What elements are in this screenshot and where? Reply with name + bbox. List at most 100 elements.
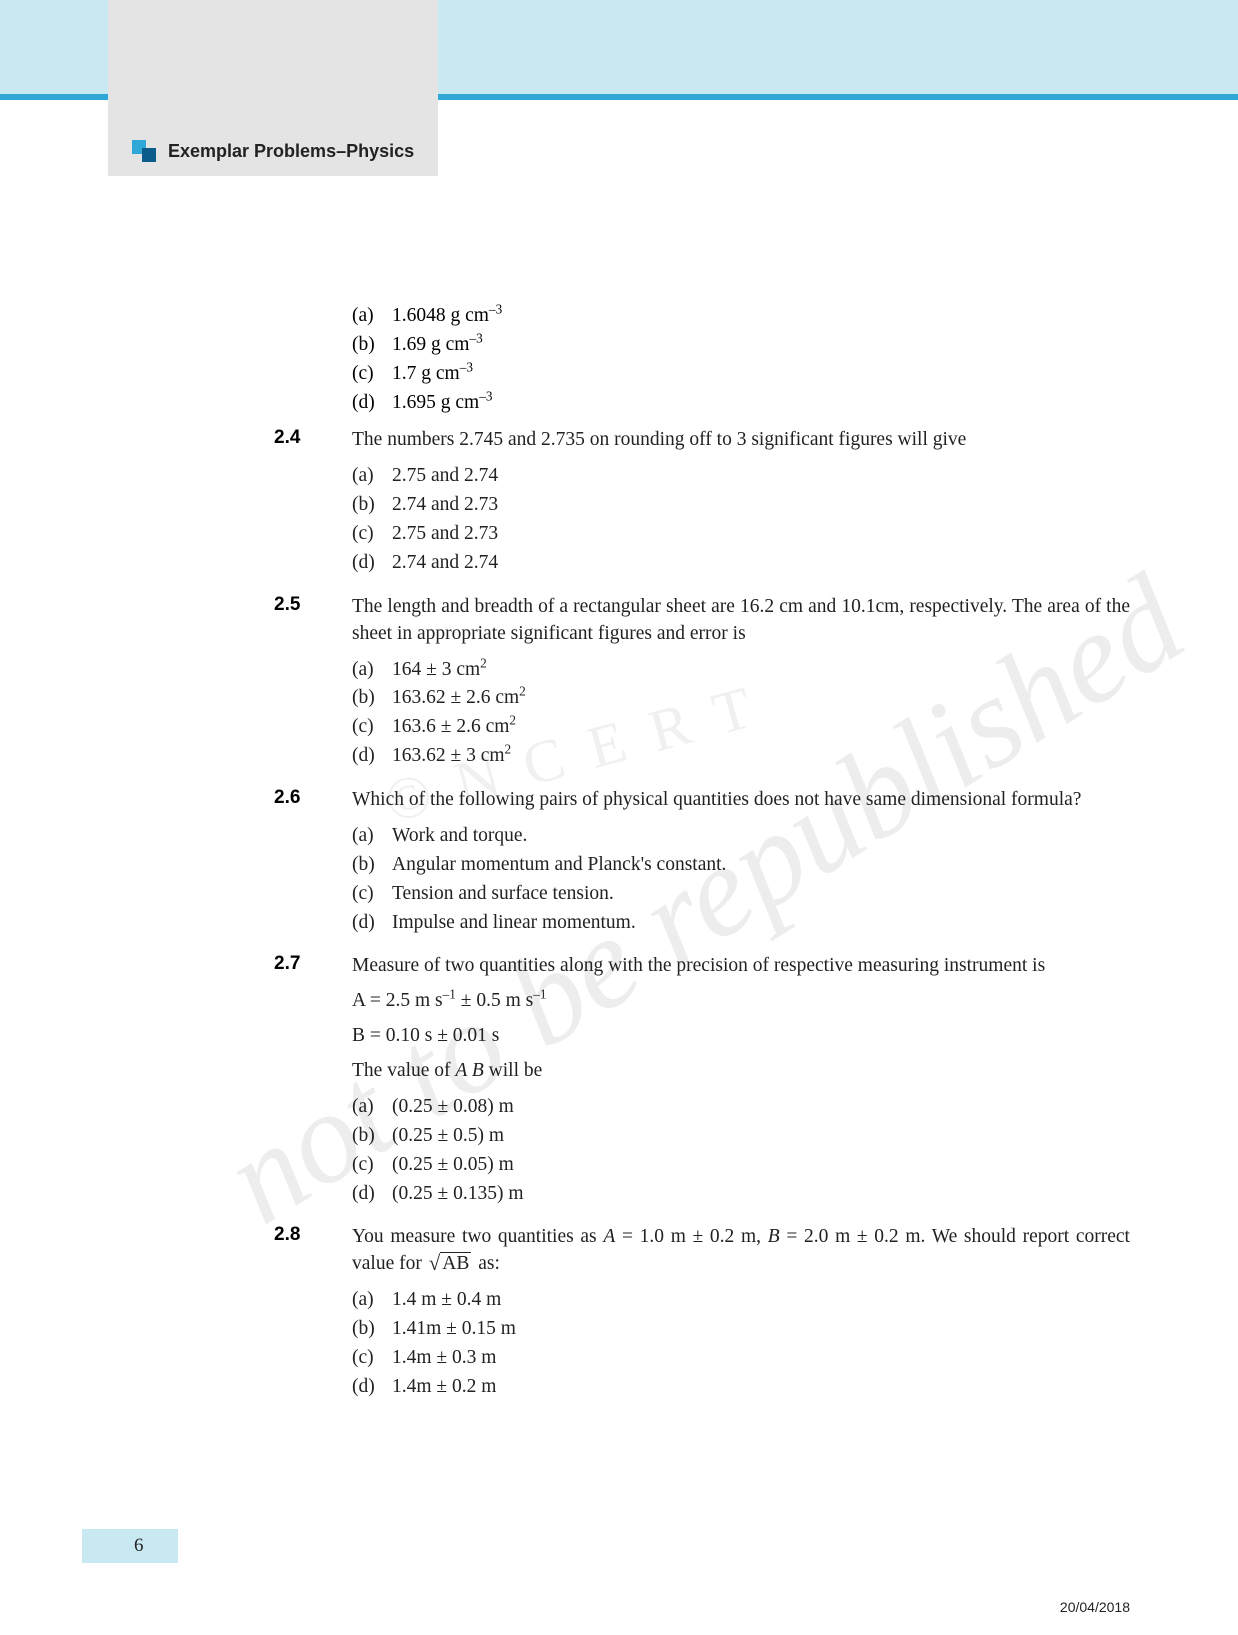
option-text: 2.75 and 2.73: [392, 520, 498, 549]
option-label: (c): [352, 880, 380, 909]
option-text: 2.74 and 2.74: [392, 549, 498, 578]
logo-icon: [132, 140, 158, 162]
question-text: You measure two quantities as A = 1.0 m …: [352, 1224, 1130, 1278]
option-label: (b): [352, 331, 380, 360]
header-title: Exemplar Problems–Physics: [168, 141, 414, 162]
option-label: (d): [352, 742, 380, 771]
options-list: (a) 164 ± 3 cm2 (b) 163.62 ± 2.6 cm2 (c) 163.…: [352, 656, 1130, 771]
question-block: 2.4The numbers 2.745 and 2.735 on roundi…: [108, 427, 1130, 587]
option-label: (b): [352, 491, 380, 520]
header-block: Exemplar Problems–Physics: [108, 0, 438, 176]
option-label: (b): [352, 684, 380, 713]
option-row: (c)1.4m ± 0.3 m: [352, 1344, 1130, 1373]
option-text: 1.69 g cm–3: [392, 331, 483, 360]
option-label: (a): [352, 822, 380, 851]
option-text: 1.6048 g cm–3: [392, 302, 502, 331]
question-text: Which of the following pairs of physical…: [352, 787, 1130, 814]
option-row: (c) 2.75 and 2.73: [352, 520, 1130, 549]
option-text: 1.7 g cm–3: [392, 360, 473, 389]
question-body: The length and breadth of a rectangular …: [352, 594, 1130, 781]
option-row: (a) 1.6048 g cm–3: [352, 302, 1130, 331]
option-text: 164 ± 3 cm2: [392, 656, 487, 685]
option-label: (d): [352, 1180, 380, 1209]
option-row: (a)(0.25 ± 0.08) m: [352, 1093, 1130, 1122]
header-title-row: Exemplar Problems–Physics: [132, 140, 414, 162]
option-row: (c) 163.6 ± 2.6 cm2: [352, 713, 1130, 742]
option-text: 1.41m ± 0.15 m: [392, 1315, 516, 1344]
question-data-line: A = 2.5 m s–1 ± 0.5 m s–1: [352, 988, 1130, 1015]
option-text: 1.4m ± 0.2 m: [392, 1373, 496, 1402]
content-area: not to be republished © N C E R T (a)1.6…: [0, 100, 1238, 1478]
question-followup: The value of A B will be: [352, 1058, 1130, 1085]
footer-date: 20/04/2018: [1060, 1599, 1130, 1615]
option-row: (c) 1.7 g cm–3: [352, 360, 1130, 389]
option-row: (b) 1.41m ± 0.15 m: [352, 1315, 1130, 1344]
option-label: (d): [352, 1373, 380, 1402]
option-row: (d) (0.25 ± 0.135) m: [352, 1180, 1130, 1209]
option-label: (b): [352, 1122, 380, 1151]
option-row: (a) 164 ± 3 cm2: [352, 656, 1130, 685]
option-text: (0.25 ± 0.08) m: [392, 1093, 514, 1122]
option-row: (a) 1.4 m ± 0.4 m: [352, 1286, 1130, 1315]
option-row: (b) 1.69 g cm–3: [352, 331, 1130, 360]
option-row: (d) 2.74 and 2.74: [352, 549, 1130, 578]
option-label: (c): [352, 520, 380, 549]
option-label: (a): [352, 1286, 380, 1315]
question-block: 2.7Measure of two quantities along with …: [108, 953, 1130, 1218]
option-label: (a): [352, 656, 380, 685]
option-row: (c) Tension and surface tension.: [352, 880, 1130, 909]
questions-list: 2.4The numbers 2.745 and 2.735 on roundi…: [108, 427, 1130, 1411]
question-number: 2.4: [108, 427, 352, 587]
option-text: 163.6 ± 2.6 cm2: [392, 713, 516, 742]
option-label: (a): [352, 462, 380, 491]
question-data-line: B = 0.10 s ± 0.01 s: [352, 1023, 1130, 1050]
option-label: (c): [352, 360, 380, 389]
question-text: The length and breadth of a rectangular …: [352, 594, 1130, 648]
question-number: 2.7: [108, 953, 352, 1218]
question-body: Which of the following pairs of physical…: [352, 787, 1130, 947]
question-number: 2.8: [108, 1224, 352, 1411]
option-label: (d): [352, 909, 380, 938]
option-label: (b): [352, 1315, 380, 1344]
option-row: (d) 1.4m ± 0.2 m: [352, 1373, 1130, 1402]
option-text: 2.75 and 2.74: [392, 462, 498, 491]
question-body: You measure two quantities as A = 1.0 m …: [352, 1224, 1130, 1411]
option-text: 1.4 m ± 0.4 m: [392, 1286, 501, 1315]
page-number: 6: [82, 1529, 178, 1563]
options-list: (a)1.4 m ± 0.4 m(b)1.41m ± 0.15 m(c)1.4m…: [352, 1286, 1130, 1401]
page: Exemplar Problems–Physics not to be repu…: [0, 0, 1238, 1635]
question-number: 2.5: [108, 594, 352, 781]
option-text: Tension and surface tension.: [392, 880, 614, 909]
option-text: 163.62 ± 2.6 cm2: [392, 684, 526, 713]
option-text: (0.25 ± 0.5) m: [392, 1122, 504, 1151]
options-list: (a)(0.25 ± 0.08) m(b) (0.25 ± 0.5) m(c)(0…: [352, 1093, 1130, 1208]
option-row: (a) 2.75 and 2.74: [352, 462, 1130, 491]
question-text: The numbers 2.745 and 2.735 on rounding …: [352, 427, 1130, 454]
option-text: (0.25 ± 0.135) m: [392, 1180, 523, 1209]
question-block: 2.8You measure two quantities as A = 1.0…: [108, 1224, 1130, 1411]
option-row: (b) 2.74 and 2.73: [352, 491, 1130, 520]
leading-options: (a) 1.6048 g cm–3 (b) 1.69 g cm–3 (c) 1.7 g c…: [352, 302, 1130, 417]
option-text: Angular momentum and Planck's constant.: [392, 851, 726, 880]
option-label: (c): [352, 713, 380, 742]
option-text: 163.62 ± 3 cm2: [392, 742, 511, 771]
option-label: (c): [352, 1344, 380, 1373]
option-row: (b) (0.25 ± 0.5) m: [352, 1122, 1130, 1151]
option-text: 1.695 g cm–3: [392, 389, 492, 418]
option-label: (d): [352, 549, 380, 578]
question-body: Measure of two quantities along with the…: [352, 953, 1130, 1218]
option-label: (b): [352, 851, 380, 880]
options-list: (a) Work and torque. (b) Angular momentum a…: [352, 822, 1130, 937]
option-row: (d) 163.62 ± 3 cm2: [352, 742, 1130, 771]
options-list: (a) 2.75 and 2.74 (b) 2.74 and 2.73 (c) 2.75 …: [352, 462, 1130, 577]
question-block: 2.5The length and breadth of a rectangul…: [108, 594, 1130, 781]
option-text: 2.74 and 2.73: [392, 491, 498, 520]
option-row: (c)(0.25 ± 0.05) m: [352, 1151, 1130, 1180]
question-number: 2.6: [108, 787, 352, 947]
option-row: (d)Impulse and linear momentum.: [352, 909, 1130, 938]
question-text: Measure of two quantities along with the…: [352, 953, 1130, 980]
question-body: The numbers 2.745 and 2.735 on rounding …: [352, 427, 1130, 587]
option-text: Work and torque.: [392, 822, 527, 851]
option-label: (a): [352, 302, 380, 331]
option-row: (b) 163.62 ± 2.6 cm2: [352, 684, 1130, 713]
